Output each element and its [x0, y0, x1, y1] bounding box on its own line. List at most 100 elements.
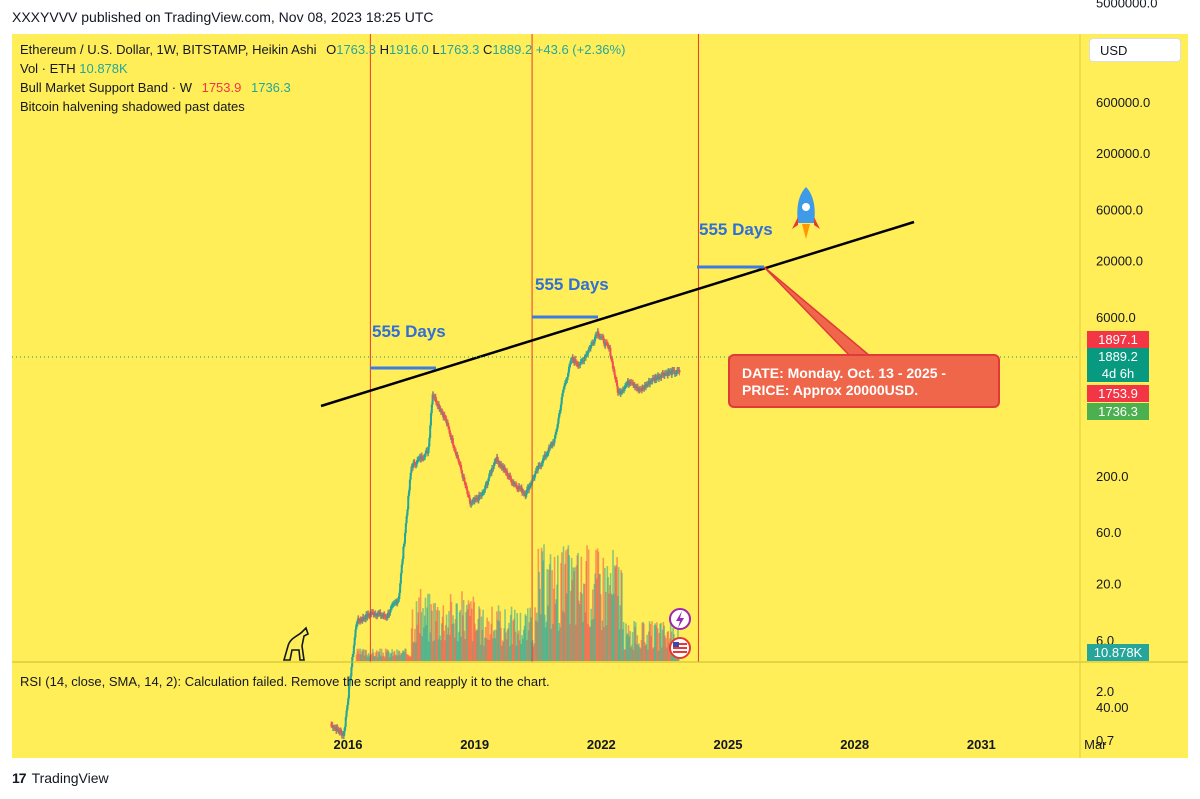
candle: [448, 429, 451, 434]
volume-bar: [510, 606, 513, 661]
price-tag: 4d 6h: [1087, 365, 1149, 382]
volume-bar: [374, 656, 376, 661]
candle: [641, 387, 644, 391]
band-row[interactable]: Bull Market Support Band · W 1753.9 1736…: [20, 78, 625, 97]
halving-row[interactable]: Bitcoin halvening shadowed past dates: [20, 97, 625, 116]
volume-bar: [595, 578, 598, 661]
days-label-3[interactable]: 555 Days: [699, 220, 773, 239]
volume-row[interactable]: Vol · ETH 10.878K: [20, 59, 625, 78]
volume-bar: [358, 648, 360, 661]
candle: [676, 369, 679, 373]
volume-bar: [483, 637, 486, 661]
volume-bar: [521, 635, 523, 661]
volume-bar: [539, 614, 542, 661]
candle: [468, 494, 471, 498]
candle: [589, 344, 592, 349]
candle: [610, 356, 613, 359]
candle: [609, 347, 612, 357]
candle: [354, 629, 357, 638]
currency-button[interactable]: USD: [1089, 38, 1181, 62]
volume-bar: [436, 607, 439, 661]
candle: [337, 729, 340, 732]
candle: [393, 602, 396, 604]
trendline[interactable]: [320, 220, 915, 408]
candle: [439, 408, 442, 412]
price-tick: 0.7: [1096, 733, 1114, 748]
volume-bar: [461, 591, 463, 661]
candle: [388, 612, 391, 615]
candle: [625, 384, 628, 386]
volume-bar: [636, 635, 639, 661]
candle: [642, 388, 645, 390]
volume-bar: [380, 648, 383, 661]
price-tick: 60000.0: [1096, 202, 1143, 217]
volume-bar: [389, 653, 392, 661]
volume-bar: [647, 649, 649, 661]
volume-bar: [536, 621, 539, 661]
volume-bar: [415, 601, 418, 661]
candle: [518, 486, 521, 489]
volume-bar: [449, 634, 451, 661]
volume-bar: [482, 609, 484, 661]
candle: [522, 491, 525, 494]
candle: [416, 459, 419, 461]
volume-bar: [471, 641, 474, 661]
candle: [668, 371, 671, 374]
us-flag-icon[interactable]: [669, 637, 691, 659]
rsi-error-message: RSI (14, close, SMA, 14, 2): Calculation…: [20, 674, 550, 689]
volume-bar: [559, 627, 562, 661]
candle: [399, 573, 402, 584]
volume-bar: [632, 649, 635, 661]
volume-bar: [395, 655, 398, 661]
candle: [353, 637, 356, 646]
volume-bar: [483, 645, 485, 661]
volume-bar: [402, 650, 405, 661]
volume-bar: [587, 549, 590, 661]
projection-callout[interactable]: DATE: Monday. Oct. 13 - 2025 - PRICE: Ap…: [728, 354, 1000, 408]
volume-bar: [479, 608, 481, 661]
candle: [607, 346, 610, 349]
volume-bar: [394, 654, 397, 661]
lightning-icon[interactable]: [669, 608, 691, 630]
candle: [400, 564, 403, 574]
volume-bar: [641, 622, 644, 661]
candle: [623, 388, 626, 391]
callout-price: PRICE: Approx 20000USD.: [742, 382, 919, 398]
volume-bar: [437, 639, 440, 661]
rsi-tick: 40.00: [1096, 700, 1129, 715]
candle: [397, 599, 400, 601]
candle: [484, 485, 487, 490]
candle: [516, 486, 519, 489]
time-tick: 2031: [967, 737, 996, 752]
volume-bar: [588, 627, 591, 661]
candle: [542, 457, 545, 459]
volume-bar: [453, 623, 455, 661]
candle: [449, 433, 452, 436]
candle: [519, 488, 522, 490]
candle: [678, 370, 681, 373]
days-label-1[interactable]: 555 Days: [372, 322, 446, 341]
days-label-2[interactable]: 555 Days: [535, 275, 609, 294]
tradingview-logo[interactable]: 17 TradingView: [12, 770, 109, 786]
volume-bar: [546, 569, 549, 661]
volume-bar: [660, 647, 663, 661]
candle: [506, 471, 509, 477]
brand-text: TradingView: [31, 770, 109, 786]
candle: [606, 344, 609, 347]
volume-bar: [388, 651, 390, 661]
candle: [376, 614, 379, 617]
candle: [443, 414, 446, 419]
candle: [408, 479, 411, 491]
volume-bar: [420, 612, 423, 661]
volume-bar: [538, 572, 540, 661]
volume-bar: [408, 656, 411, 661]
volume-bar: [613, 565, 616, 661]
volume-bar: [639, 647, 641, 661]
candle: [667, 371, 670, 376]
volume-bar: [470, 601, 472, 661]
candle: [620, 391, 623, 393]
symbol-row[interactable]: Ethereum / U.S. Dollar, 1W, BITSTAMP, He…: [20, 40, 625, 59]
volume-bar: [466, 604, 468, 661]
candle: [616, 386, 619, 393]
